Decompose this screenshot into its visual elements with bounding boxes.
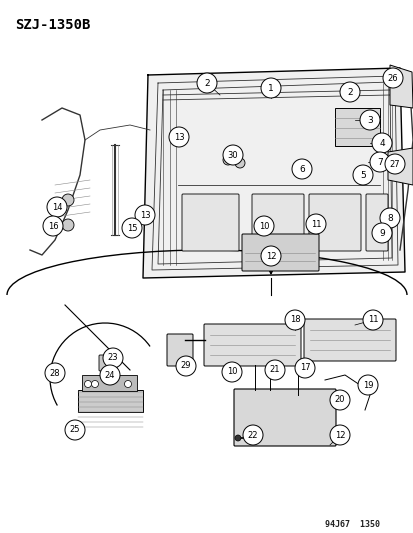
Circle shape <box>135 205 154 225</box>
Circle shape <box>291 159 311 179</box>
Circle shape <box>65 420 85 440</box>
Circle shape <box>47 197 67 217</box>
FancyBboxPatch shape <box>242 234 318 271</box>
Text: 5: 5 <box>359 171 365 180</box>
Text: 28: 28 <box>50 368 60 377</box>
Text: 27: 27 <box>389 159 399 168</box>
Text: 1: 1 <box>268 84 273 93</box>
Text: 25: 25 <box>69 425 80 434</box>
Text: 7: 7 <box>376 157 382 166</box>
Text: 94J67  1350: 94J67 1350 <box>324 520 379 529</box>
Circle shape <box>43 216 63 236</box>
Text: 22: 22 <box>247 431 258 440</box>
Circle shape <box>197 73 216 93</box>
Circle shape <box>45 363 65 383</box>
FancyBboxPatch shape <box>78 390 142 412</box>
Circle shape <box>254 216 273 236</box>
FancyBboxPatch shape <box>308 194 360 251</box>
Circle shape <box>122 218 142 238</box>
Text: 21: 21 <box>269 366 280 375</box>
Text: 16: 16 <box>47 222 58 230</box>
Text: 11: 11 <box>367 316 377 325</box>
Text: 6: 6 <box>299 165 304 174</box>
Text: 4: 4 <box>378 139 384 148</box>
Text: 20: 20 <box>334 395 344 405</box>
FancyBboxPatch shape <box>182 194 238 251</box>
Text: SZJ-1350B: SZJ-1350B <box>15 18 90 32</box>
Circle shape <box>359 110 379 130</box>
Text: 26: 26 <box>387 74 397 83</box>
Text: 2: 2 <box>347 87 352 96</box>
Polygon shape <box>389 65 412 108</box>
Circle shape <box>369 152 389 172</box>
Text: 13: 13 <box>139 211 150 220</box>
Circle shape <box>84 381 91 387</box>
Circle shape <box>223 155 233 165</box>
Circle shape <box>235 435 240 441</box>
Circle shape <box>357 375 377 395</box>
Text: 12: 12 <box>265 252 275 261</box>
Polygon shape <box>387 148 412 185</box>
Circle shape <box>264 360 284 380</box>
Text: 19: 19 <box>362 381 373 390</box>
Text: 12: 12 <box>334 431 344 440</box>
Circle shape <box>62 194 74 206</box>
Text: 24: 24 <box>104 370 115 379</box>
Circle shape <box>260 78 280 98</box>
Circle shape <box>352 165 372 185</box>
Circle shape <box>329 425 349 445</box>
Circle shape <box>169 127 189 147</box>
FancyBboxPatch shape <box>252 194 303 251</box>
Circle shape <box>339 82 359 102</box>
Text: 8: 8 <box>386 214 392 222</box>
FancyBboxPatch shape <box>334 108 379 146</box>
Circle shape <box>382 68 402 88</box>
FancyBboxPatch shape <box>365 194 387 251</box>
Circle shape <box>124 381 131 387</box>
Circle shape <box>379 208 399 228</box>
Text: 9: 9 <box>378 229 384 238</box>
FancyBboxPatch shape <box>99 355 117 371</box>
Circle shape <box>176 356 195 376</box>
Text: 17: 17 <box>299 364 310 373</box>
Circle shape <box>362 310 382 330</box>
Text: 15: 15 <box>126 223 137 232</box>
Circle shape <box>260 246 280 266</box>
Circle shape <box>235 158 244 168</box>
Circle shape <box>384 154 404 174</box>
Polygon shape <box>142 68 404 278</box>
Circle shape <box>329 390 349 410</box>
Circle shape <box>242 425 262 445</box>
Circle shape <box>294 358 314 378</box>
FancyBboxPatch shape <box>303 319 395 361</box>
Text: 10: 10 <box>258 222 268 230</box>
Circle shape <box>371 223 391 243</box>
FancyBboxPatch shape <box>166 334 192 366</box>
Circle shape <box>284 310 304 330</box>
Circle shape <box>221 362 242 382</box>
Circle shape <box>223 145 242 165</box>
Circle shape <box>91 381 98 387</box>
Circle shape <box>100 365 120 385</box>
Text: 23: 23 <box>107 353 118 362</box>
Text: 2: 2 <box>204 78 209 87</box>
Text: 14: 14 <box>52 203 62 212</box>
Circle shape <box>103 348 123 368</box>
Text: 13: 13 <box>173 133 184 141</box>
Text: 29: 29 <box>180 361 191 370</box>
Text: 3: 3 <box>366 116 372 125</box>
Text: 30: 30 <box>227 150 238 159</box>
Text: 18: 18 <box>289 316 299 325</box>
Circle shape <box>305 214 325 234</box>
FancyBboxPatch shape <box>82 375 137 391</box>
FancyBboxPatch shape <box>233 389 335 446</box>
Circle shape <box>371 133 391 153</box>
Circle shape <box>62 219 74 231</box>
FancyBboxPatch shape <box>204 324 300 366</box>
Text: 10: 10 <box>226 367 237 376</box>
Text: 11: 11 <box>310 220 320 229</box>
